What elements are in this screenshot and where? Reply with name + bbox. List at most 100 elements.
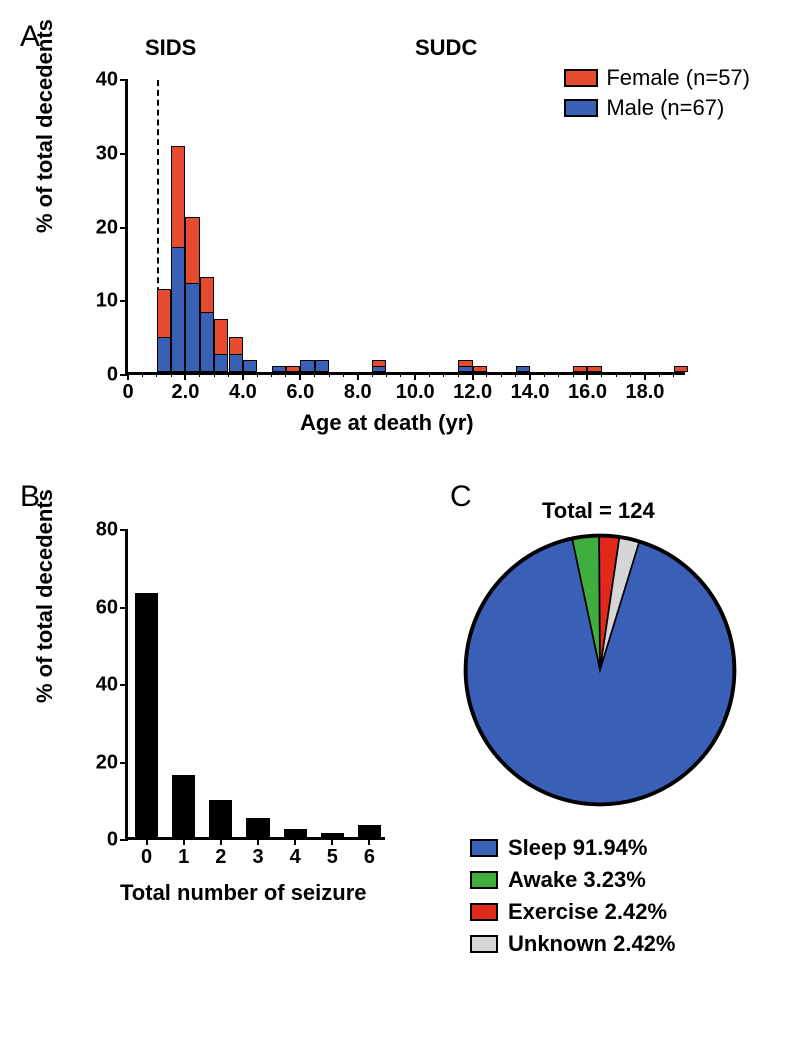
y-tick-label: 20 bbox=[83, 216, 118, 239]
pie-legend-swatch bbox=[470, 935, 498, 953]
x-tick-minor bbox=[558, 372, 559, 377]
x-tick bbox=[357, 372, 359, 380]
x-tick bbox=[368, 837, 370, 845]
x-tick-minor bbox=[659, 372, 660, 377]
y-tick-label: 10 bbox=[83, 290, 118, 313]
x-tick-minor bbox=[228, 372, 229, 377]
y-tick bbox=[120, 607, 128, 609]
x-tick bbox=[183, 837, 185, 845]
x-tick-minor bbox=[314, 372, 315, 377]
pie-legend-label: Unknown 2.42% bbox=[508, 931, 675, 957]
bar-male bbox=[300, 360, 314, 372]
bar bbox=[135, 593, 158, 837]
y-tick bbox=[120, 684, 128, 686]
x-tick-minor bbox=[458, 372, 459, 377]
y-tick bbox=[120, 839, 128, 841]
bar-female bbox=[473, 366, 487, 372]
panel-c-pie bbox=[460, 530, 740, 810]
panel-a: A SIDS SUDC % of total decedents Age at … bbox=[20, 20, 770, 460]
pie-legend-item: Unknown 2.42% bbox=[470, 931, 675, 957]
pie-legend-label: Awake 3.23% bbox=[508, 867, 646, 893]
pie-legend-swatch bbox=[470, 903, 498, 921]
x-tick-minor bbox=[630, 372, 631, 377]
panel-a-title-sudc: SUDC bbox=[415, 35, 477, 61]
bar-female bbox=[185, 217, 199, 283]
x-tick-minor bbox=[142, 372, 143, 377]
x-tick-minor bbox=[673, 372, 674, 377]
x-tick-label: 0 bbox=[141, 846, 152, 869]
bar-female bbox=[674, 366, 688, 372]
panel-c-legend: Sleep 91.94% Awake 3.23% Exercise 2.42% Unk… bbox=[470, 835, 675, 963]
x-tick bbox=[414, 372, 416, 380]
x-tick bbox=[586, 372, 588, 380]
bar-male bbox=[315, 360, 329, 372]
x-tick-minor bbox=[257, 372, 258, 377]
x-tick bbox=[127, 372, 129, 380]
panel-c-label: C bbox=[450, 480, 472, 514]
panel-c-title: Total = 124 bbox=[542, 498, 655, 524]
bar-female bbox=[229, 337, 243, 355]
x-tick-label: 18.0 bbox=[625, 381, 664, 404]
y-tick-label: 0 bbox=[83, 829, 118, 852]
bar bbox=[321, 833, 344, 837]
x-tick bbox=[529, 372, 531, 380]
y-tick bbox=[120, 153, 128, 155]
y-tick bbox=[120, 79, 128, 81]
x-tick-label: 3 bbox=[252, 846, 263, 869]
x-tick-minor bbox=[214, 372, 215, 377]
bar-male bbox=[372, 366, 386, 372]
x-tick-minor bbox=[601, 372, 602, 377]
x-tick-label: 4.0 bbox=[229, 381, 257, 404]
x-tick-minor bbox=[573, 372, 574, 377]
y-tick-label: 30 bbox=[83, 142, 118, 165]
x-tick-minor bbox=[443, 372, 444, 377]
pie-legend-label: Exercise 2.42% bbox=[508, 899, 667, 925]
bar-male bbox=[185, 283, 199, 372]
panel-a-chart-area: 01020304002.04.06.08.010.012.014.016.018… bbox=[125, 80, 685, 375]
x-tick bbox=[242, 372, 244, 380]
x-tick-minor bbox=[329, 372, 330, 377]
x-tick-label: 16.0 bbox=[568, 381, 607, 404]
x-tick-minor bbox=[386, 372, 387, 377]
pie-legend-item: Awake 3.23% bbox=[470, 867, 675, 893]
x-tick bbox=[644, 372, 646, 380]
y-tick-label: 60 bbox=[83, 596, 118, 619]
x-tick-minor bbox=[372, 372, 373, 377]
x-tick bbox=[472, 372, 474, 380]
bar-male bbox=[272, 366, 286, 372]
x-tick-minor bbox=[285, 372, 286, 377]
x-tick-label: 8.0 bbox=[344, 381, 372, 404]
bar-male bbox=[458, 366, 472, 372]
bar-female bbox=[286, 366, 300, 372]
bar bbox=[209, 800, 232, 837]
pie-legend-swatch bbox=[470, 871, 498, 889]
panel-b-xlabel: Total number of seizure bbox=[120, 880, 367, 906]
y-tick-label: 40 bbox=[83, 674, 118, 697]
y-tick bbox=[120, 762, 128, 764]
x-tick-label: 1 bbox=[178, 846, 189, 869]
x-tick-minor bbox=[429, 372, 430, 377]
y-tick bbox=[120, 529, 128, 531]
x-tick-label: 14.0 bbox=[511, 381, 550, 404]
x-tick bbox=[294, 837, 296, 845]
panel-bc-row: B C % of total decedents Total number of… bbox=[20, 480, 770, 1020]
bar bbox=[246, 818, 269, 837]
panel-a-title-sids: SIDS bbox=[145, 35, 196, 61]
x-tick-minor bbox=[343, 372, 344, 377]
x-tick-label: 5 bbox=[327, 846, 338, 869]
panel-a-ylabel: % of total decedents bbox=[32, 19, 58, 233]
x-tick-label: 10.0 bbox=[396, 381, 435, 404]
bar-female bbox=[214, 319, 228, 354]
x-tick bbox=[146, 837, 148, 845]
x-tick bbox=[257, 837, 259, 845]
bar-female bbox=[372, 360, 386, 366]
bar-female bbox=[573, 366, 587, 372]
bar-male bbox=[157, 337, 171, 372]
y-tick-label: 40 bbox=[83, 69, 118, 92]
x-tick-minor bbox=[544, 372, 545, 377]
pie-legend-item: Sleep 91.94% bbox=[470, 835, 675, 861]
x-tick-label: 2 bbox=[215, 846, 226, 869]
y-tick-label: 20 bbox=[83, 751, 118, 774]
pie-legend-swatch bbox=[470, 839, 498, 857]
bar bbox=[284, 829, 307, 837]
